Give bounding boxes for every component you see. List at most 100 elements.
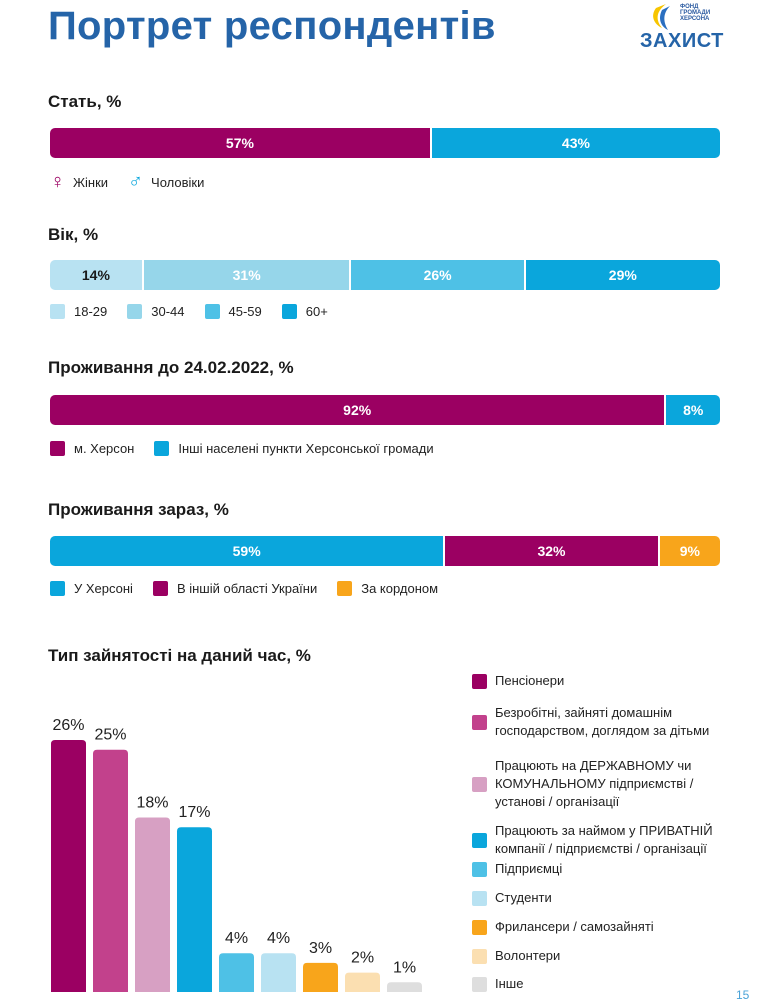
legend-item-female: ♀ Жінки (50, 171, 109, 193)
occupation-legend-item: Працюють за наймом у ПРИВАТНІЙ компанії /… (472, 822, 713, 858)
legend-label: Студенти (495, 890, 552, 905)
legend-item: У Херсоні (50, 581, 133, 596)
occupation-legend-item: Пенсіонери (472, 672, 564, 690)
bar-segment: 29% (525, 260, 720, 290)
residence-now-title: Проживання зараз, % (48, 500, 229, 519)
occupation-value-label: 3% (309, 940, 332, 957)
legend-label: У Херсоні (74, 581, 133, 596)
occupation-value-label: 26% (52, 717, 84, 734)
legend-label: 18-29 (74, 304, 108, 319)
bar-segment: 92% (50, 395, 667, 425)
bar-segment: 9% (659, 536, 720, 566)
legend-label: Інше (495, 976, 524, 991)
legend-label: Волонтери (495, 948, 561, 963)
legend-swatch (50, 581, 65, 596)
occupation-legend-item: Підприємці (472, 860, 562, 878)
occupation-title: Тип зайнятості на даний час, % (48, 646, 311, 665)
legend-label: 30-44 (151, 304, 185, 319)
residence-before-bar: 92% 8% (50, 395, 720, 425)
legend-label: 45-59 (228, 304, 262, 319)
age-title: Вік, % (48, 225, 99, 244)
occupation-bar (51, 740, 86, 992)
occupation-legend-item: Інше (472, 975, 523, 993)
legend-swatch (472, 833, 487, 848)
occupation-bar (345, 972, 380, 992)
bar-segment: 26% (351, 260, 526, 290)
logo-small-text: ФОНД ГРОМАДИ ХЕРСОНА (680, 4, 711, 22)
legend-swatch (337, 581, 353, 596)
legend-swatch (50, 304, 65, 319)
occupation-legend-item: Фрилансери / самозайняті (472, 918, 654, 936)
bar-segment: 8% (666, 395, 720, 425)
legend-item: В іншій області України (152, 581, 318, 596)
legend-label: В іншій області України (176, 581, 318, 596)
occupation-value-label: 17% (178, 804, 210, 821)
legend-swatch (472, 777, 487, 792)
legend-label: За кордоном (361, 581, 439, 596)
residence-before-legend: м. Херсон Інші населені пункти Херсонсько… (50, 441, 454, 456)
gender-bar: 57% 43% (50, 128, 720, 158)
legend-swatch (127, 304, 143, 319)
occupation-legend-item: Працюють на ДЕРЖАВНОМУ чи КОМУНАЛЬНОМУ пі… (472, 757, 693, 811)
legend-label: Підприємці (495, 861, 563, 876)
legend-item: м. Херсон (50, 441, 134, 456)
legend-item: За кордоном (337, 581, 438, 596)
occupation-bar (135, 817, 170, 992)
occupation-bar (387, 982, 422, 992)
legend-label: Фрилансери / самозайняті (495, 919, 654, 934)
occupation-bar (219, 953, 254, 992)
legend-label: Працюють за наймом у ПРИВАТНІЙ компанії /… (495, 823, 713, 856)
logo-main-text: ЗАХИСТ (640, 30, 724, 52)
legend-swatch (472, 977, 487, 992)
occupation-value-label: 4% (225, 930, 248, 947)
occupation-value-label: 18% (136, 795, 168, 812)
legend-item-male: ♂ Чоловіки (128, 171, 205, 193)
legend-label: 60+ (305, 304, 328, 319)
residence-before-title: Проживання до 24.02.2022, % (48, 358, 294, 377)
page-number: 15 (736, 988, 750, 1000)
legend-swatch (472, 862, 487, 877)
occupation-legend-item: Студенти (472, 889, 552, 907)
occupation-value-label: 25% (94, 727, 126, 744)
legend-label: Безробітні, зайняті домашнім господарство… (495, 705, 710, 738)
legend-swatch (472, 920, 487, 935)
legend-swatch (152, 581, 168, 596)
occupation-value-label: 1% (393, 959, 416, 976)
bar-segment: 31% (143, 260, 352, 290)
bar-segment: 59% (50, 536, 446, 566)
legend-swatch (472, 715, 487, 730)
page-title: Портрет респондентів (48, 4, 496, 48)
legend-swatch (154, 441, 170, 456)
logo: ФОНД ГРОМАДИ ХЕРСОНА ЗАХИСТ (636, 2, 732, 56)
occupation-legend-item: Волонтери (472, 947, 560, 965)
occupation-bar (177, 827, 212, 992)
legend-swatch (204, 304, 220, 319)
legend-swatch (281, 304, 297, 319)
gender-title: Стать, % (48, 92, 122, 111)
age-legend: 18-29 30-44 45-59 60+ (50, 304, 348, 319)
legend-item: Інші населені пункти Херсонської громади (154, 441, 434, 456)
legend-swatch (472, 891, 487, 906)
legend-item: 30-44 (127, 304, 185, 319)
residence-now-bar: 59% 32% 9% (50, 536, 720, 566)
legend-item: 60+ (281, 304, 328, 319)
logo-flag-icon (653, 4, 670, 30)
occupation-value-label: 2% (351, 950, 374, 967)
legend-item: 18-29 (50, 304, 107, 319)
bar-segment: 57% (50, 128, 432, 158)
male-icon: ♂ (128, 171, 144, 193)
occupation-legend-item: Безробітні, зайняті домашнім господарство… (472, 704, 709, 740)
legend-swatch (472, 949, 487, 964)
gender-legend: ♀ Жінки ♂ Чоловіки (50, 172, 224, 192)
occupation-value-label: 4% (267, 930, 290, 947)
bar-segment: 43% (431, 128, 720, 158)
legend-label: Інші населені пункти Херсонської громади (178, 441, 434, 456)
occupation-bar (93, 749, 128, 992)
legend-swatch (472, 674, 487, 689)
residence-now-legend: У Херсоні В іншій області України За кордо… (50, 581, 458, 596)
legend-label: Пенсіонери (495, 673, 565, 688)
legend-swatch (50, 441, 65, 456)
legend-label: Працюють на ДЕРЖАВНОМУ чи КОМУНАЛЬНОМУ пі… (495, 758, 694, 809)
bar-segment: 14% (50, 260, 144, 290)
